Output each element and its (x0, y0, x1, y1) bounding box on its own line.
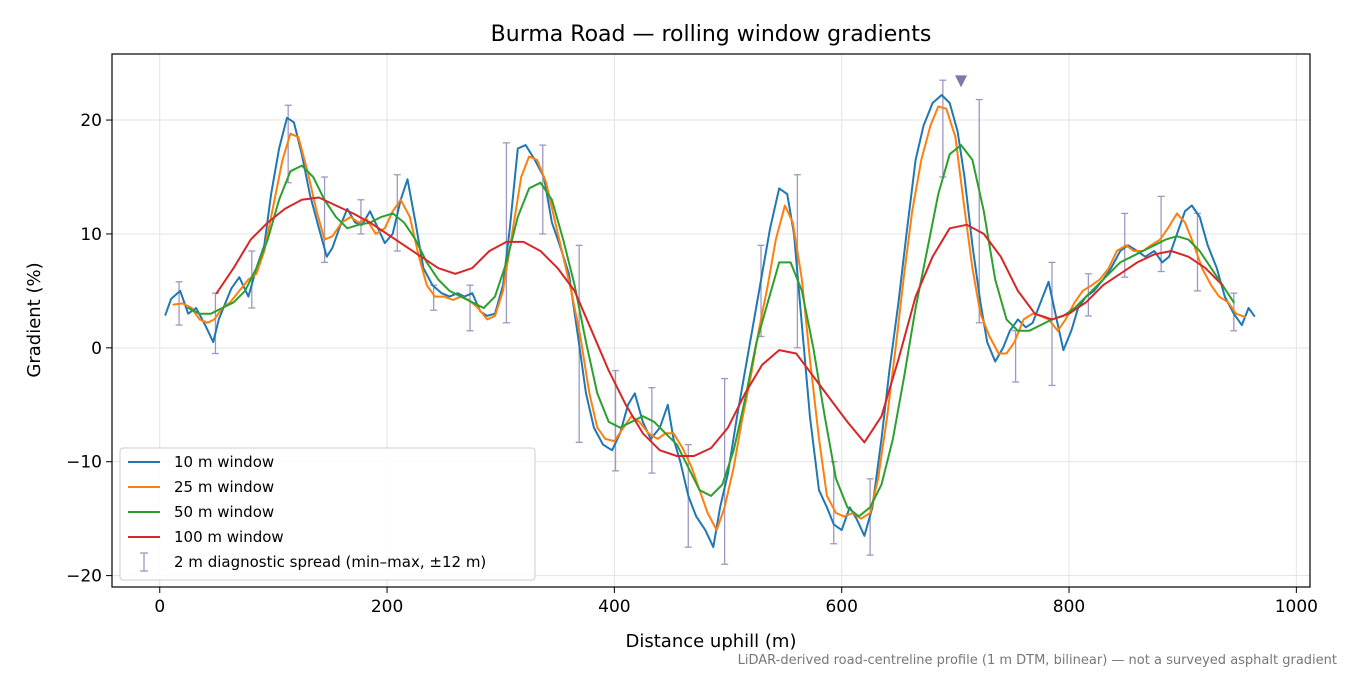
legend-item: 2 m diagnostic spread (min–max, ±12 m) (140, 552, 486, 572)
y-tick-label: 20 (80, 111, 102, 131)
series-lines (164, 94, 1256, 549)
legend-box (119, 447, 536, 581)
x-axis-label: Distance uphill (m) (626, 631, 797, 652)
error-bar (1157, 195, 1165, 273)
y-tick-label: 10 (80, 225, 102, 245)
x-axis: 0 200 400 600 800 1000 (154, 587, 1318, 617)
x-tick-label: 600 (825, 597, 857, 617)
series-line-1 (164, 94, 1256, 549)
legend-item: 25 m window (128, 478, 274, 496)
legend-label: 2 m diagnostic spread (min–max, ±12 m) (174, 553, 486, 571)
legend-label: 100 m window (174, 528, 284, 546)
y-tick-label: −20 (66, 567, 102, 587)
error-bar (612, 369, 620, 472)
x-tick-label: 0 (154, 597, 165, 617)
legend-item: 100 m window (128, 528, 284, 546)
legend: 10 m window 25 m window 50 m window 100 m w… (119, 447, 536, 581)
error-bar (648, 387, 656, 474)
legend-item: 50 m window (128, 503, 274, 521)
y-tick-label: 0 (91, 339, 102, 359)
error-bar (975, 98, 983, 324)
chart-title: Burma Road — rolling window gradients (491, 22, 932, 47)
x-tick-label: 1000 (1275, 597, 1318, 617)
error-bar (939, 79, 947, 178)
x-tick-label: 200 (371, 597, 403, 617)
legend-item: 10 m window (128, 453, 274, 471)
y-axis-label: Gradient (%) (24, 262, 45, 377)
legend-label: 25 m window (174, 478, 274, 496)
plot-frame (111, 53, 1311, 588)
peak-marker (955, 75, 968, 88)
peak-marker-group (955, 75, 968, 88)
x-tick-label: 400 (598, 597, 630, 617)
legend-label: 10 m window (174, 453, 274, 471)
y-axis: −20 −10 0 10 20 (66, 111, 112, 587)
error-bar (502, 142, 510, 324)
footnote: LiDAR-derived road-centreline profile (1… (738, 653, 1337, 668)
error-bar (466, 284, 474, 332)
series-line-4 (215, 196, 1224, 457)
error-bar (721, 377, 729, 565)
legend-label: 50 m window (174, 503, 274, 521)
series-line-2 (172, 105, 1247, 532)
error-bar (539, 144, 547, 235)
x-tick-label: 800 (1053, 597, 1085, 617)
error-bar (793, 174, 801, 349)
y-tick-label: −10 (66, 453, 102, 473)
